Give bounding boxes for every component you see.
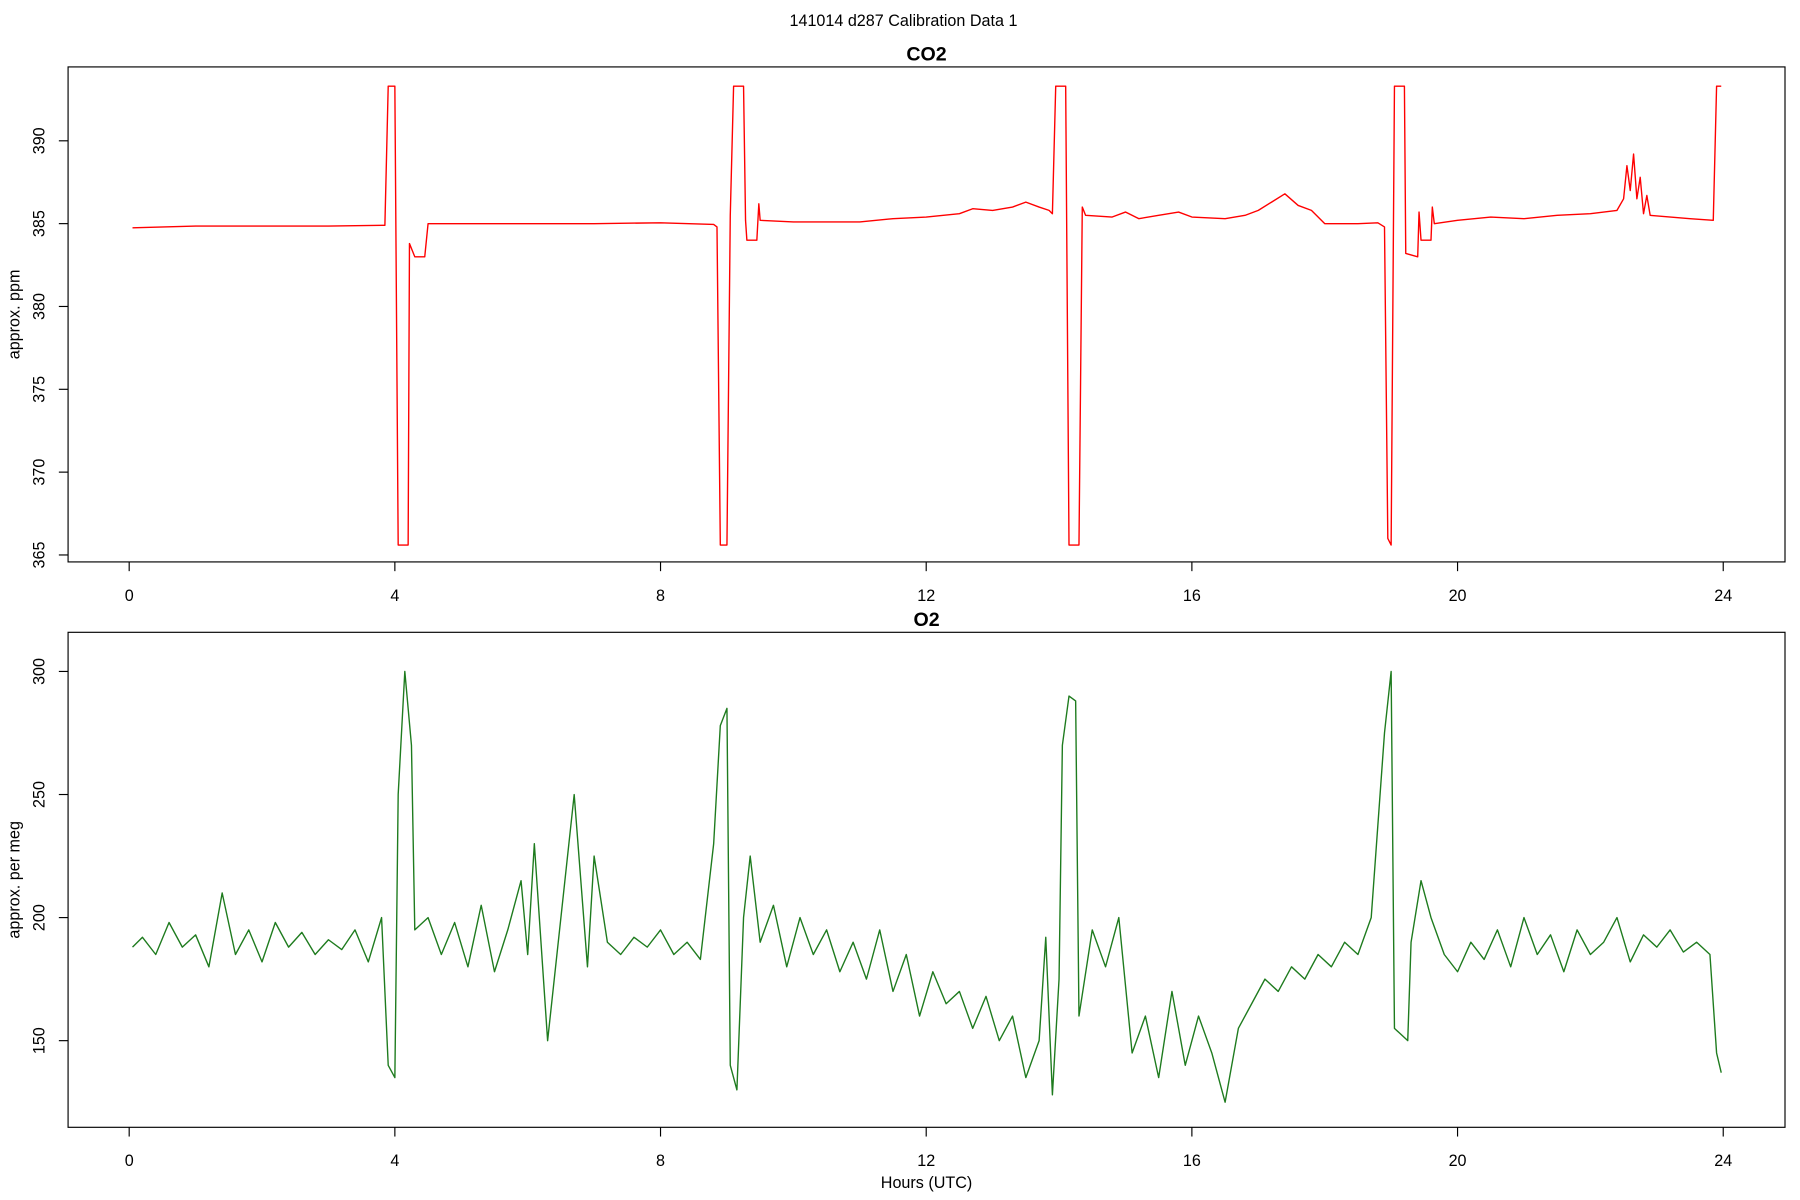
x-tick-label: 12: [917, 1152, 935, 1170]
y-tick-label: 385: [31, 210, 49, 237]
data-line: [132, 85, 1722, 546]
panel-title: CO2: [906, 44, 946, 66]
y-tick-label: 250: [31, 781, 49, 808]
y-tick-label: 380: [31, 293, 49, 320]
x-axis-label: Hours (UTC): [881, 1174, 972, 1192]
x-tick-label: 20: [1449, 587, 1467, 605]
x-tick-label: 24: [1714, 587, 1732, 605]
panel-title: O2: [913, 609, 939, 631]
x-tick-label: 8: [656, 587, 665, 605]
x-tick-label: 8: [656, 1152, 665, 1170]
y-tick-label: 375: [31, 376, 49, 403]
x-tick-label: 16: [1183, 587, 1201, 605]
data-line: [132, 670, 1722, 1103]
x-tick-label: 16: [1183, 1152, 1201, 1170]
x-tick-label: 4: [390, 587, 399, 605]
x-tick-label: 0: [125, 1152, 134, 1170]
plot-frame: [67, 66, 1786, 563]
y-axis-label: approx. ppm: [5, 270, 23, 360]
y-tick-label: 150: [31, 1027, 49, 1054]
x-tick-label: 12: [917, 587, 935, 605]
x-tick-label: 0: [125, 587, 134, 605]
y-tick-label: 200: [31, 904, 49, 931]
y-tick-label: 365: [31, 541, 49, 568]
x-tick-label: 4: [390, 1152, 399, 1170]
y-tick-label: 370: [31, 459, 49, 486]
y-tick-label: 390: [31, 127, 49, 154]
figure-title: 141014 d287 Calibration Data 1: [789, 12, 1017, 30]
x-tick-label: 20: [1449, 1152, 1467, 1170]
x-tick-label: 24: [1714, 1152, 1732, 1170]
y-tick-label: 300: [31, 658, 49, 685]
y-axis-label: approx. per meg: [5, 821, 23, 939]
plot-frame: [67, 631, 1786, 1128]
